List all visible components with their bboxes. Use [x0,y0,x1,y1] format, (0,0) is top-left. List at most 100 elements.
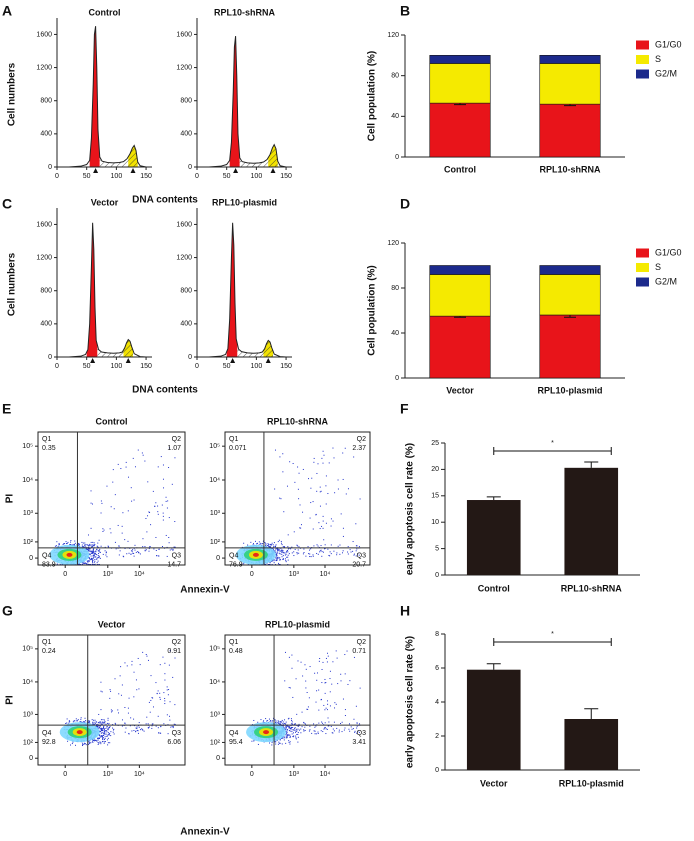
event-dot [270,560,272,562]
event-dot [359,498,361,500]
event-dot [94,559,96,561]
event-dot [318,689,320,691]
event-dot [105,552,107,554]
event-dot [86,544,88,546]
event-dot [91,563,93,565]
event-dot [83,546,85,548]
event-dot [117,709,119,711]
event-dot [285,742,287,744]
event-dot [319,528,321,530]
event-dot [314,733,316,735]
event-dot [303,730,305,732]
event-dot [165,500,167,502]
event-dot [107,737,109,739]
event-dot [87,560,89,562]
event-dot [312,555,314,557]
event-dot [103,729,105,731]
event-dot [98,549,100,551]
event-dot [269,543,271,545]
event-dot [139,664,141,666]
event-dot [118,545,120,547]
event-dot [295,678,297,680]
y-tick-label: 1200 [176,254,192,261]
event-dot [98,722,100,724]
event-dot [303,722,305,724]
event-dot [321,555,323,557]
y-tick-label: 10⁵ [22,646,33,653]
event-dot [168,689,170,691]
legend-label: G1/G0 [655,39,682,49]
y-tick-label: 4 [435,699,439,706]
event-dot [107,744,109,746]
y-tick-label: 2 [435,733,439,740]
event-dot [340,513,342,515]
event-dot [252,543,254,545]
event-dot [293,551,295,553]
event-dot [121,684,123,686]
axis-title: Annexin-V [180,827,230,838]
event-dot [103,732,105,734]
event-dot [337,488,339,490]
event-dot [323,728,325,730]
event-dot [332,447,334,449]
event-dot [131,660,133,662]
event-dot [327,700,329,702]
event-dot [243,542,245,544]
event-dot [94,553,96,555]
bar-segment [539,314,601,379]
event-dot [164,703,166,705]
quadrant-name: Q4 [42,553,51,560]
event-dot [278,552,280,554]
event-dot [145,517,147,519]
event-dot [322,661,324,663]
event-dot [349,549,351,551]
quadrant-value: 1.07 [167,445,181,452]
event-dot [303,729,305,731]
event-dot [92,550,94,552]
event-dot [279,739,281,741]
event-dot [100,545,102,547]
event-dot [262,721,264,723]
phase-fill [86,222,98,357]
event-dot [95,726,97,728]
event-dot [91,503,93,505]
event-dot [92,723,94,725]
event-dot [92,563,94,565]
event-dot [109,528,111,530]
event-dot [271,544,273,546]
event-dot [324,692,326,694]
y-tick-label: 10⁵ [22,443,33,450]
event-dot [325,707,327,709]
peak-marker [270,168,276,173]
x-tick-label: 10³ [289,771,300,778]
event-dot [97,557,99,559]
event-dot [165,534,167,536]
y-tick-label: 10⁴ [209,679,220,686]
event-dot [150,699,152,701]
significance-label: * [551,631,554,638]
event-dot [105,730,107,732]
event-dot [112,469,114,471]
event-dot [155,549,157,551]
event-dot [320,730,322,732]
event-dot [87,534,89,536]
event-dot [90,555,92,557]
event-dot [105,554,107,556]
event-dot [87,550,89,552]
x-tick-label: Control [444,164,476,174]
phase-hatch [263,340,273,357]
event-dot [268,718,270,720]
y-tick-label: 80 [391,73,399,80]
error-bar [584,708,599,719]
event-dot [72,741,74,743]
event-dot [92,721,94,723]
event-dot [91,558,93,560]
event-dot [325,475,327,477]
event-dot [167,733,169,735]
event-dot [340,680,342,682]
event-dot [290,727,292,729]
event-dot [137,449,139,451]
event-dot [298,725,300,727]
event-dot [88,560,90,562]
event-dot [133,552,135,554]
